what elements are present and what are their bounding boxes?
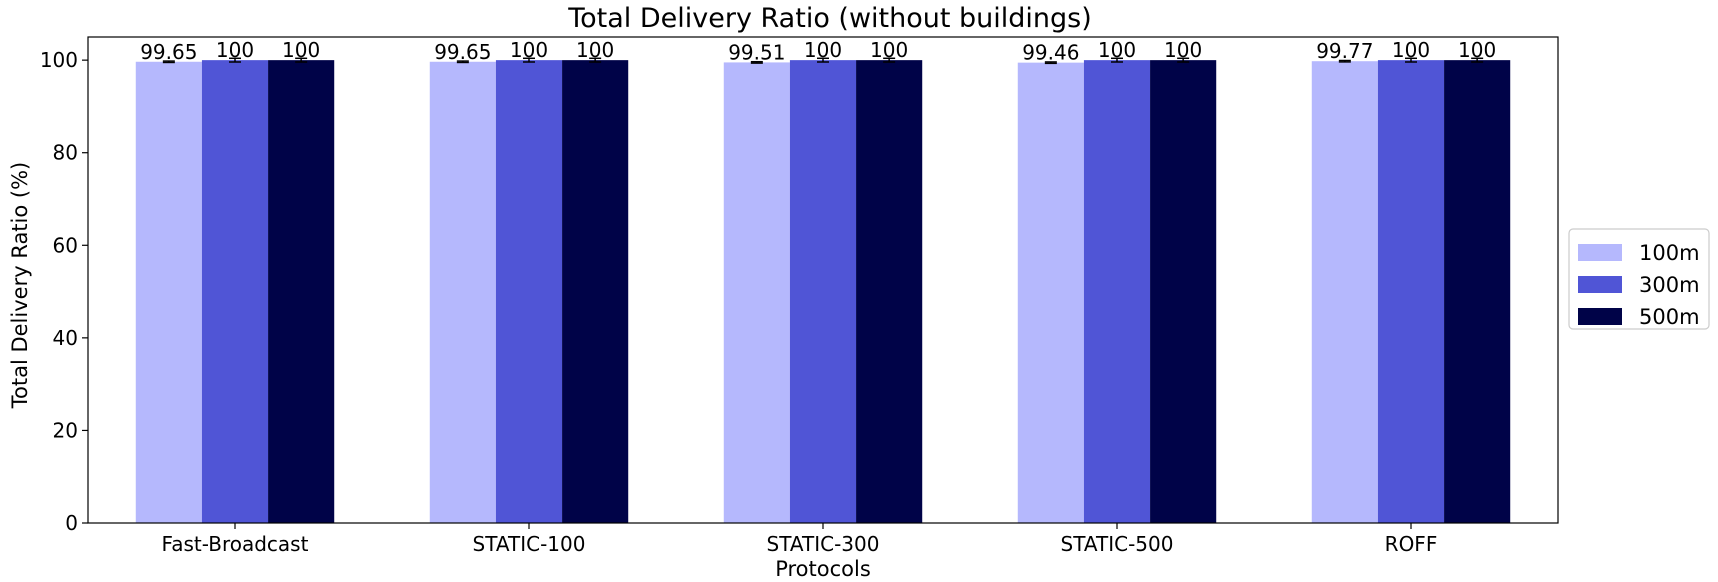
bar-100m-STATIC-300	[723, 62, 790, 523]
plot-area: 99.65 99.65 99.51 99.46 99.77 100 100 100 100 100…	[40, 36, 1559, 556]
data-label: 100	[870, 38, 908, 62]
legend-swatch	[1578, 276, 1622, 293]
data-label: 99.65	[140, 40, 197, 64]
y-tick-label: 100	[40, 48, 78, 72]
y-tick-label: 60	[53, 233, 78, 257]
y-tick-label: 0	[65, 511, 78, 535]
x-axis-label: Protocols	[775, 557, 871, 581]
data-label: 100	[1392, 38, 1430, 62]
data-label: 99.46	[1022, 41, 1079, 65]
bar-300m-ROFF	[1377, 60, 1445, 524]
bar-100m-STATIC-100	[429, 61, 496, 524]
data-label: 100	[576, 38, 614, 62]
legend-label: 100m	[1639, 241, 1700, 265]
y-tick-label: 40	[53, 326, 78, 350]
legend: 100m 300m 500m	[1568, 228, 1710, 330]
data-label: 100	[1458, 38, 1496, 62]
legend-label: 300m	[1639, 273, 1700, 297]
data-label: 99.77	[1316, 39, 1373, 63]
bar-500m-ROFF	[1444, 60, 1511, 524]
y-axis-label: Total Delivery Ratio (%)	[8, 162, 32, 410]
data-label: 100	[1164, 38, 1202, 62]
bar-500m-STATIC-100	[562, 60, 629, 524]
bar-500m-STATIC-300	[856, 60, 923, 524]
data-label: 100	[510, 38, 548, 62]
x-tick-label: STATIC-500	[1061, 532, 1174, 556]
data-label: 100	[1098, 38, 1136, 62]
x-tick-label: STATIC-300	[767, 532, 880, 556]
bar-100m-STATIC-500	[1017, 62, 1084, 524]
x-tick-label: Fast-Broadcast	[162, 532, 309, 556]
data-label: 99.51	[728, 40, 785, 64]
bar-500m-STATIC-500	[1150, 60, 1217, 524]
data-label: 100	[216, 38, 254, 62]
bar-300m-Fast-Broadcast	[201, 60, 269, 524]
bar-300m-STATIC-500	[1083, 60, 1151, 524]
y-tick-label: 80	[53, 141, 78, 165]
bar-300m-STATIC-100	[495, 60, 563, 524]
legend-label: 500m	[1639, 305, 1700, 329]
data-label: 100	[282, 38, 320, 62]
legend-swatch	[1578, 308, 1622, 325]
bar-300m-STATIC-300	[789, 60, 857, 524]
data-label: 99.65	[434, 40, 491, 64]
legend-swatch	[1578, 244, 1622, 261]
chart-title: Total Delivery Ratio (without buildings)	[567, 3, 1092, 34]
x-tick-label: ROFF	[1385, 532, 1438, 556]
x-tick-label: STATIC-100	[473, 532, 586, 556]
bar-500m-Fast-Broadcast	[268, 60, 335, 524]
bar-100m-ROFF	[1311, 61, 1378, 523]
y-tick-label: 20	[53, 418, 78, 442]
data-label: 100	[804, 38, 842, 62]
bar-100m-Fast-Broadcast	[135, 61, 202, 524]
